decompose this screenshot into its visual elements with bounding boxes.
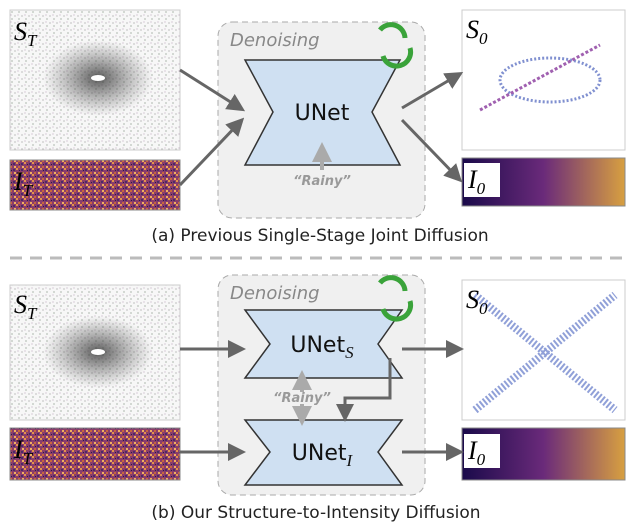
denoising-label: Denoising: [230, 283, 320, 304]
diagram: ST IT Denoising UNet “Rainy” S0 I0 (a) P…: [0, 0, 633, 531]
intensity-network-label: UNetI: [292, 441, 354, 470]
layout: [10, 10, 625, 495]
condition-label: “Rainy”: [293, 174, 351, 189]
denoising-label: Denoising: [230, 30, 320, 51]
structure-network-label: UNetS: [290, 333, 354, 362]
condition-label: “Rainy”: [273, 391, 331, 406]
caption: (a) Previous Single-Stage Joint Diffusio…: [151, 226, 488, 246]
network-label: UNet: [295, 101, 350, 126]
caption: (b) Our Structure-to-Intensity Diffusion: [151, 503, 480, 523]
